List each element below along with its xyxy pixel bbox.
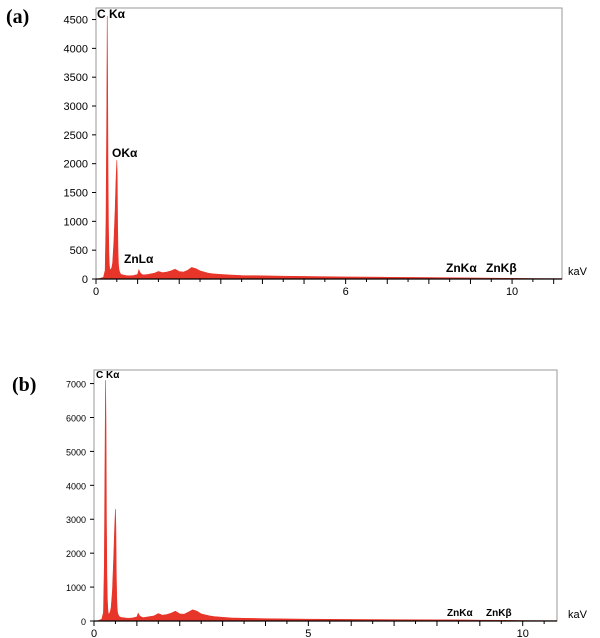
chart-panel-b: 0 5 10 0 1000 2000 3000 4000 5000 6000 7000 kaV C Kα… [66,369,588,638]
x-tick-label: 0 [93,286,99,298]
y-tick-label: 7000 [66,380,86,390]
y-tick-label: 3500 [64,72,88,84]
peak-annotation: ZnKβ [486,261,517,275]
y-tick-label: 1000 [66,583,86,593]
y-tick-label: 0 [81,617,86,627]
peak-annotation: C Kα [97,7,126,21]
x-tick-label: 10 [506,286,518,298]
peak-annotation: ZnLα [124,252,154,266]
y-tick-label: 2500 [64,130,88,142]
y-tick-label: 4000 [64,43,88,55]
x-tick-label: 6 [343,286,349,298]
y-tick-label: 4500 [64,15,88,27]
y-tick-label: 3000 [66,515,86,525]
peak-annotation: ZnKα [447,608,473,619]
panel-label-b: (b) [12,374,37,396]
spectrum-area [93,380,558,622]
x-unit-label: kaV [568,266,588,278]
x-unit-label: kaV [568,609,588,621]
y-tick-label: 3000 [64,101,88,113]
y-tick-label: 0 [82,274,88,286]
panel-label-a: (a) [6,6,30,28]
y-tick-label: 1500 [64,188,88,200]
y-tick-label: 1000 [64,216,88,228]
y-tick-label: 6000 [66,413,86,423]
x-tick-label: 5 [305,628,311,638]
x-tick-label: 0 [91,628,97,638]
chart-panel-a: 0 6 10 0 500 1000 1500 2000 2500 3000 3500 4000 4500… [64,7,588,298]
peak-annotation: C Kα [96,370,120,381]
peak-annotation: ZnKα [446,261,477,275]
plot-frame [93,369,558,622]
peak-annotation: OKα [112,146,138,160]
y-tick-label: 500 [70,245,88,257]
x-tick-label: 10 [517,628,529,638]
y-tick-label: 5000 [66,447,86,457]
y-tick-label: 2000 [64,159,88,171]
peak-annotation: ZnKβ [486,608,512,619]
y-tick-label: 4000 [66,481,86,491]
spectrum-area [95,16,563,280]
y-tick-label: 2000 [66,549,86,559]
plot-frame [95,7,563,280]
